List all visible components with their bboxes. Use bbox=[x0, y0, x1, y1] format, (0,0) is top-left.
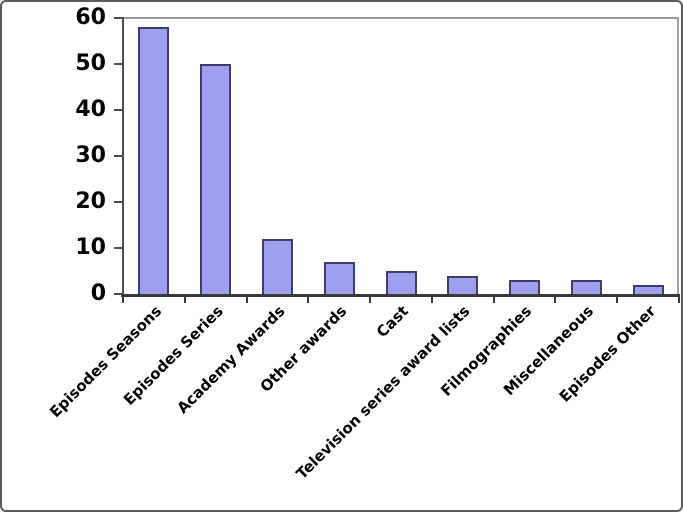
y-tick-mark bbox=[114, 201, 123, 203]
y-axis-tick-label: 20 bbox=[75, 189, 106, 214]
y-tick-mark bbox=[114, 17, 123, 19]
x-tick-mark bbox=[245, 294, 248, 303]
category-label: Episodes Seasons bbox=[45, 302, 165, 422]
bar bbox=[324, 262, 355, 294]
x-tick-mark bbox=[183, 294, 186, 303]
y-axis-tick-label: 0 bbox=[90, 281, 106, 306]
y-axis-tick-label: 10 bbox=[75, 235, 106, 260]
bar bbox=[509, 280, 540, 294]
x-tick-mark bbox=[430, 294, 433, 303]
y-tick-mark bbox=[114, 109, 123, 111]
y-tick-mark bbox=[114, 247, 123, 249]
bar bbox=[386, 271, 417, 294]
y-axis-line bbox=[122, 17, 124, 297]
x-tick-mark bbox=[678, 294, 680, 303]
bar bbox=[262, 239, 293, 294]
y-axis-tick-label: 40 bbox=[75, 97, 106, 122]
bar bbox=[200, 64, 231, 294]
x-tick-mark bbox=[307, 294, 310, 303]
y-tick-mark bbox=[114, 293, 123, 295]
y-tick-mark bbox=[114, 155, 123, 157]
y-axis-tick-label: 60 bbox=[75, 5, 106, 30]
y-axis-tick-label: 30 bbox=[75, 143, 106, 168]
y-axis-tick-label: 50 bbox=[75, 51, 106, 76]
bar bbox=[571, 280, 602, 294]
x-axis-line bbox=[121, 294, 679, 297]
x-tick-mark bbox=[554, 294, 557, 303]
bar bbox=[447, 276, 478, 294]
category-label: Cast bbox=[372, 302, 412, 342]
bar bbox=[138, 27, 169, 294]
plot-area bbox=[123, 17, 679, 297]
x-tick-mark bbox=[369, 294, 372, 303]
y-tick-mark bbox=[114, 63, 123, 65]
x-tick-mark bbox=[492, 294, 495, 303]
x-tick-mark bbox=[122, 294, 124, 303]
bar bbox=[633, 285, 664, 294]
x-tick-mark bbox=[616, 294, 619, 303]
category-label: Academy Awards bbox=[173, 302, 289, 418]
